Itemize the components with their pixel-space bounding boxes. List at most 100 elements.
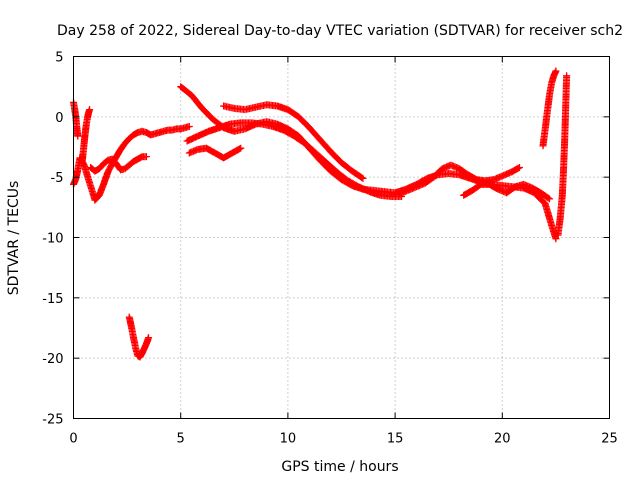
data-point-marks <box>112 147 124 161</box>
series-track <box>460 180 553 203</box>
data-point-mark <box>74 132 82 140</box>
data-point-marks <box>344 177 361 190</box>
data-point-marks <box>468 181 484 194</box>
y-tick-label: -10 <box>42 232 63 247</box>
x-tick-label: 0 <box>69 432 77 447</box>
data-point-marks <box>421 174 436 187</box>
data-point-marks <box>301 139 319 156</box>
data-point-marks <box>348 167 366 182</box>
data-point-marks <box>187 91 205 111</box>
data-point-marks <box>280 126 297 139</box>
data-point-marks <box>125 132 136 143</box>
data-point-marks <box>100 157 111 168</box>
data-point-marks <box>295 113 312 131</box>
data-point-marks <box>333 168 351 184</box>
data-point-marks <box>507 164 522 176</box>
data-point-marks <box>136 351 145 361</box>
data-point-mark <box>185 122 193 130</box>
data-point-marks <box>112 160 124 173</box>
data-point-mark <box>545 195 553 203</box>
data-point-marks <box>503 184 518 197</box>
data-point-mark <box>142 153 150 161</box>
data-point-marks <box>85 107 93 117</box>
x-tick-label: 20 <box>494 432 511 447</box>
axis-ticks <box>73 56 610 419</box>
series-track <box>395 161 523 198</box>
data-point-marks <box>455 165 471 178</box>
data-point-mark <box>145 334 153 342</box>
data-point-marks <box>177 124 188 133</box>
data-point-marks <box>541 110 551 133</box>
x-axis-label: GPS time / hours <box>281 459 398 475</box>
series-track <box>78 106 94 167</box>
data-point-marks <box>85 176 96 195</box>
y-tick-label: -20 <box>42 352 63 367</box>
data-point-marks <box>168 125 179 134</box>
data-point-marks <box>541 200 555 228</box>
y-tick-label: 0 <box>55 111 63 126</box>
data-point-marks <box>91 192 102 204</box>
data-point-marks <box>228 145 243 157</box>
data-point-mark <box>237 144 245 152</box>
chart-title: Day 258 of 2022, Sidereal Day-to-day VTE… <box>57 23 623 39</box>
data-point-marks <box>198 104 216 122</box>
data-point-marks <box>104 156 115 164</box>
data-point-marks <box>95 161 107 173</box>
data-point-marks <box>327 148 344 166</box>
data-point-marks <box>539 126 549 150</box>
data-point-marks <box>290 132 308 147</box>
data-point-marks <box>121 136 132 147</box>
data-point-marks <box>117 141 128 153</box>
data-point-marks <box>561 110 569 150</box>
grid <box>73 56 610 419</box>
data-point-marks <box>537 189 552 202</box>
data-point-marks <box>160 127 170 135</box>
data-point-mark <box>515 164 523 172</box>
data-point-marks <box>155 128 166 136</box>
data-point-marks <box>284 106 301 120</box>
data-point-marks <box>430 166 445 181</box>
data-point-marks <box>70 177 79 188</box>
data-point-marks <box>220 150 235 162</box>
y-tick-label: -5 <box>51 171 64 186</box>
x-tick-label: 10 <box>280 432 297 447</box>
data-point-marks <box>528 184 544 196</box>
series-track <box>185 144 245 162</box>
data-point-marks <box>323 159 340 175</box>
data-point-marks <box>464 171 479 183</box>
series-track <box>220 101 367 182</box>
data-point-marks <box>147 130 157 139</box>
data-point-marks <box>151 129 162 138</box>
tick-labels: 0 5 10 15 20 25 -25 -20 -15 -10 -5 0 5 <box>42 51 618 447</box>
data-point-marks <box>202 144 218 156</box>
data-point-marks <box>134 128 145 136</box>
data-point-marks <box>80 161 92 182</box>
data-points <box>70 67 571 361</box>
data-point-marks <box>460 187 475 199</box>
data-point-marks <box>121 162 132 173</box>
data-point-marks <box>485 180 501 192</box>
series-track <box>125 313 153 361</box>
data-point-mark <box>552 235 560 243</box>
y-tick-label: -15 <box>42 292 63 307</box>
data-point-marks <box>543 93 553 116</box>
series-track <box>539 67 560 150</box>
y-axis-label: SDTVAR / TECUs <box>6 181 22 296</box>
data-point-marks <box>562 73 571 116</box>
series-track <box>70 98 82 140</box>
x-tick-label: 5 <box>177 432 185 447</box>
data-point-marks <box>181 123 192 132</box>
series-track <box>183 119 406 200</box>
data-point-marks <box>125 158 136 169</box>
data-point-marks <box>177 83 194 98</box>
x-tick-label: 15 <box>387 432 404 447</box>
data-point-marks <box>312 149 329 166</box>
data-point-marks <box>338 159 355 174</box>
data-point-marks <box>108 155 119 167</box>
data-point-mark <box>552 67 560 75</box>
data-point-marks <box>305 124 323 143</box>
data-point-marks <box>104 161 115 176</box>
data-point-mark <box>86 106 94 114</box>
data-point-mark <box>563 72 571 80</box>
